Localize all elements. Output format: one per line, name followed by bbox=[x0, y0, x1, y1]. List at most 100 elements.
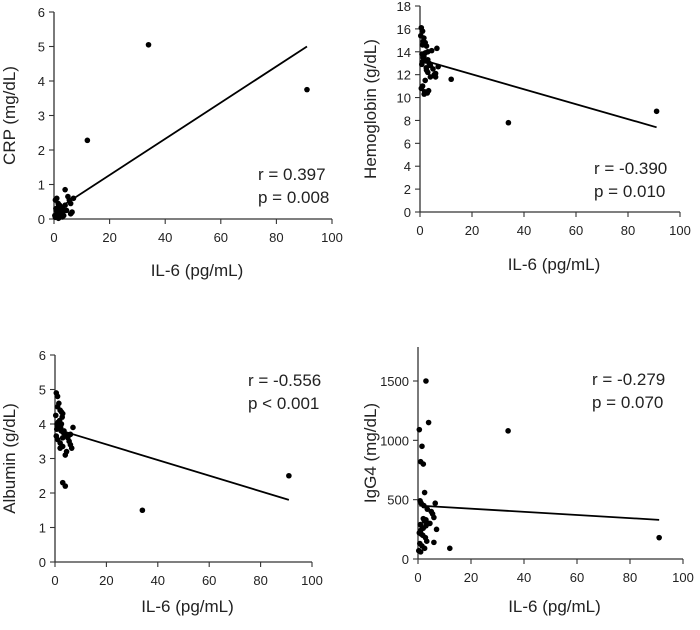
x-tick-label: 20 bbox=[99, 573, 113, 588]
data-point bbox=[432, 70, 439, 77]
x-tick-label: 80 bbox=[253, 573, 267, 588]
data-point bbox=[57, 209, 64, 215]
data-point bbox=[59, 414, 65, 420]
panel-crp: 0 20 40 60 80 100 0 1 2 3 4 5 6 IL-6 (pg/mL) CRP (mg/d… bbox=[0, 5, 343, 280]
data-point bbox=[62, 452, 69, 458]
data-point bbox=[67, 200, 74, 207]
data-point bbox=[425, 56, 431, 63]
data-point bbox=[419, 525, 426, 531]
y-tick-label: 6 bbox=[404, 136, 411, 151]
x-axis-label: IL-6 (pg/mL) bbox=[141, 597, 234, 616]
data-point bbox=[58, 428, 64, 434]
r-value-annotation: r = -0.279 bbox=[592, 370, 665, 389]
data-point bbox=[425, 419, 432, 426]
data-point bbox=[286, 472, 292, 479]
x-tick-label: 80 bbox=[269, 230, 283, 245]
x-tick-label: 80 bbox=[621, 223, 635, 238]
p-value-annotation: p = 0.070 bbox=[592, 393, 663, 412]
x-tick-label: 40 bbox=[517, 570, 531, 585]
x-tick-label: 40 bbox=[151, 573, 165, 588]
data-point bbox=[418, 531, 424, 537]
data-point bbox=[421, 502, 427, 509]
data-point bbox=[62, 186, 68, 193]
x-axis-label: IL-6 (pg/mL) bbox=[508, 597, 601, 616]
data-point bbox=[421, 91, 427, 97]
data-point bbox=[67, 431, 74, 438]
y-tick-label: 5 bbox=[38, 40, 45, 55]
y-tick-label: 2 bbox=[38, 143, 45, 158]
x-tick-label: 60 bbox=[214, 230, 228, 245]
data-point bbox=[505, 428, 511, 434]
y-tick-label: 2 bbox=[404, 182, 411, 197]
data-point bbox=[62, 202, 68, 208]
p-value-annotation: p < 0.001 bbox=[248, 394, 319, 413]
data-point bbox=[54, 403, 61, 410]
data-point bbox=[68, 445, 75, 451]
data-point bbox=[423, 538, 430, 544]
data-point bbox=[57, 445, 63, 451]
y-tick-label: 18 bbox=[397, 0, 411, 14]
y-tick-label: 10 bbox=[397, 91, 411, 106]
data-point bbox=[417, 32, 424, 39]
y-tick-label: 4 bbox=[39, 417, 46, 432]
data-point bbox=[448, 76, 455, 83]
y-axis-label: Albumin (g/dL) bbox=[0, 403, 19, 514]
x-tick-label: 0 bbox=[51, 573, 58, 588]
data-point bbox=[304, 86, 310, 93]
y-tick-label: 4 bbox=[38, 74, 45, 89]
x-tick-label: 40 bbox=[517, 223, 531, 238]
data-point bbox=[419, 443, 425, 450]
r-value-annotation: r = 0.397 bbox=[258, 165, 326, 184]
x-tick-label: 100 bbox=[669, 223, 691, 238]
data-point bbox=[416, 426, 423, 433]
y-tick-label: 2 bbox=[39, 486, 46, 501]
regression-line bbox=[56, 428, 290, 501]
data-point bbox=[447, 545, 453, 552]
regression-line bbox=[421, 58, 657, 129]
data-point bbox=[656, 534, 662, 541]
x-tick-label: 0 bbox=[416, 223, 423, 238]
y-tick-label: 0 bbox=[404, 205, 411, 220]
data-point bbox=[145, 41, 152, 48]
x-tick-label: 20 bbox=[464, 570, 478, 585]
data-point bbox=[59, 435, 66, 441]
panel-albumin: 0 20 40 60 80 100 0 1 2 3 4 5 6 IL-6 (pg/mL) Albumin (… bbox=[0, 348, 323, 616]
regression-line bbox=[419, 504, 660, 521]
x-tick-label: 80 bbox=[623, 570, 637, 585]
data-point bbox=[54, 422, 61, 429]
y-tick-label: 0 bbox=[402, 552, 409, 567]
y-tick-label: 0 bbox=[39, 555, 46, 570]
data-point bbox=[420, 38, 426, 45]
x-tick-label: 60 bbox=[570, 570, 584, 585]
data-point bbox=[423, 378, 429, 384]
r-value-annotation: r = -0.390 bbox=[594, 159, 667, 178]
y-tick-label: 0 bbox=[38, 212, 45, 227]
data-point bbox=[422, 50, 429, 56]
data-point bbox=[70, 424, 76, 431]
data-point bbox=[428, 47, 435, 54]
data-point bbox=[425, 520, 432, 527]
y-tick-label: 1500 bbox=[380, 374, 409, 389]
x-tick-label: 100 bbox=[672, 570, 694, 585]
x-tick-label: 20 bbox=[102, 230, 116, 245]
data-point bbox=[425, 87, 432, 94]
data-point bbox=[434, 45, 440, 52]
data-point bbox=[421, 518, 428, 524]
data-point bbox=[427, 74, 434, 80]
x-tick-label: 40 bbox=[158, 230, 172, 245]
y-tick-label: 3 bbox=[38, 109, 45, 124]
data-point bbox=[55, 215, 62, 222]
x-axis-label: IL-6 (pg/mL) bbox=[151, 261, 244, 280]
data-point bbox=[53, 433, 60, 439]
p-value-annotation: p = 0.010 bbox=[594, 182, 665, 201]
y-tick-label: 500 bbox=[387, 493, 409, 508]
x-tick-label: 60 bbox=[202, 573, 216, 588]
y-tick-label: 5 bbox=[39, 383, 46, 398]
x-tick-label: 60 bbox=[569, 223, 583, 238]
data-point bbox=[422, 77, 429, 84]
x-tick-label: 100 bbox=[301, 573, 323, 588]
data-point bbox=[431, 514, 437, 521]
y-axis-label: CRP (mg/dL) bbox=[0, 66, 19, 165]
x-axis-label: IL-6 (pg/mL) bbox=[508, 255, 601, 274]
